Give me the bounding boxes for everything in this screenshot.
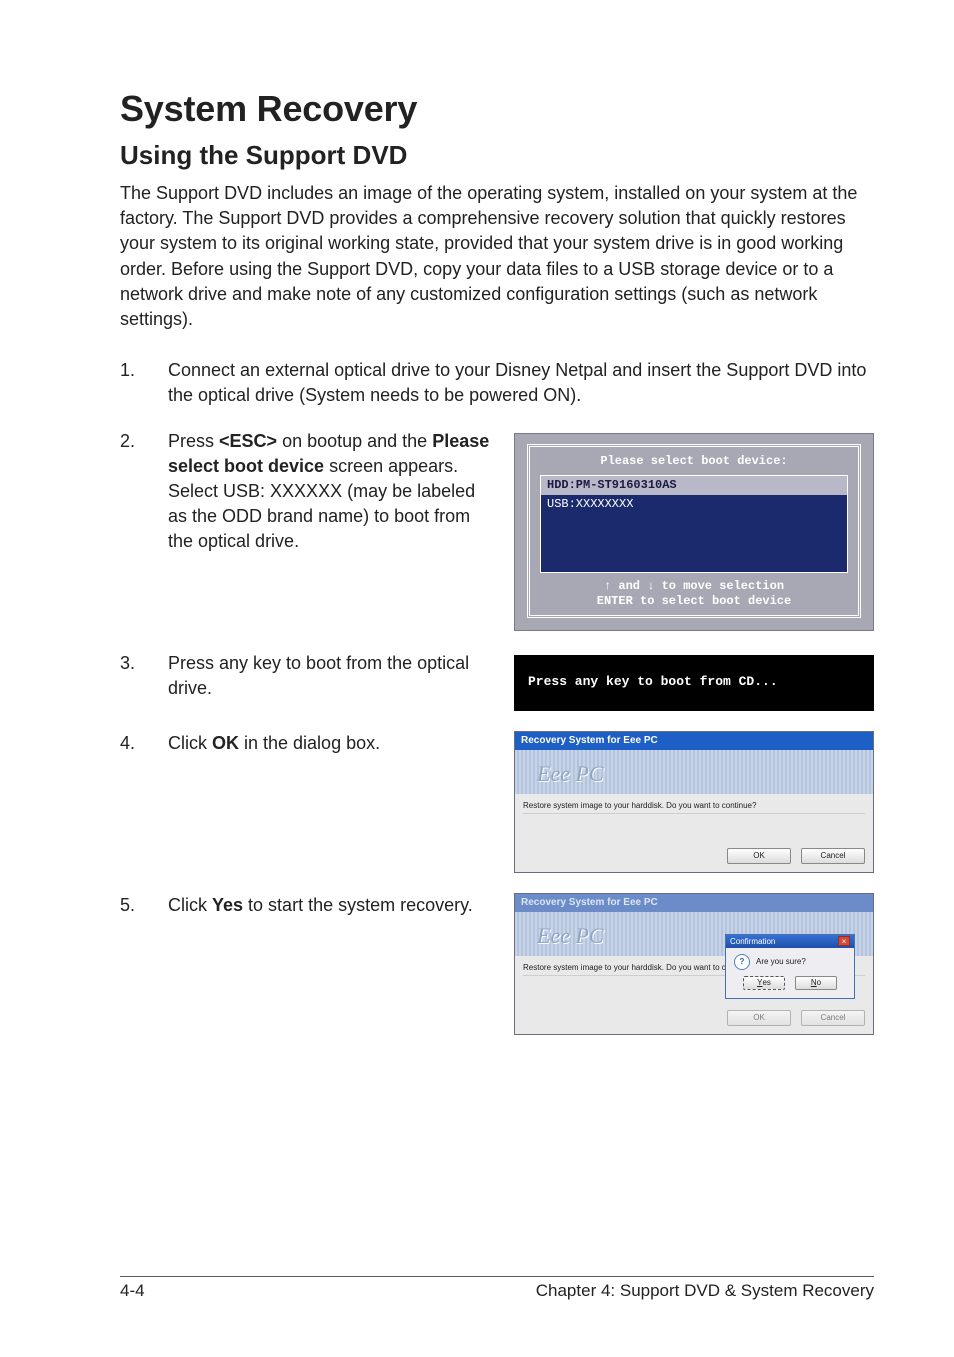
text: Press	[168, 431, 219, 451]
hint-line-1: ↑ and ↓ to move selection	[604, 579, 784, 593]
step-number: 3.	[120, 651, 168, 676]
yes-label: Yes	[212, 895, 243, 915]
step-text: Press <ESC> on bootup and the Please sel…	[168, 429, 494, 555]
bios-item-hdd[interactable]: HDD:PM-ST9160310AS	[541, 476, 847, 495]
recovery-banner: Eee PC	[515, 750, 873, 794]
step-3: 3. Press any key to boot from the optica…	[120, 651, 874, 711]
recovery-question: Restore system image to your harddisk. D…	[523, 800, 865, 814]
step-5: 5. Click Yes to start the system recover…	[120, 893, 874, 1035]
text: Click	[168, 733, 212, 753]
bios-hint: ↑ and ↓ to move selection ENTER to selec…	[530, 573, 858, 615]
bios-boot-selector: Please select boot device: HDD:PM-ST9160…	[514, 433, 874, 631]
step-text: Click Yes to start the system recovery.	[168, 893, 494, 918]
page-footer: 4-4 Chapter 4: Support DVD & System Reco…	[0, 1276, 954, 1301]
esc-key: <ESC>	[219, 431, 277, 451]
confirmation-dialog: Confirmation × ? Are you sure? Yes No	[725, 934, 855, 999]
cancel-button[interactable]: Cancel	[801, 848, 865, 864]
text: in the dialog box.	[239, 733, 380, 753]
close-icon[interactable]: ×	[838, 936, 850, 946]
ok-button[interactable]: OK	[727, 1010, 791, 1026]
intro-paragraph: The Support DVD includes an image of the…	[120, 181, 874, 332]
step-number: 5.	[120, 893, 168, 918]
step-text: Press any key to boot from the optical d…	[168, 651, 494, 701]
ok-label: OK	[212, 733, 239, 753]
recovery-dialog: Recovery System for Eee PC Eee PC Restor…	[514, 731, 874, 873]
recovery-dialog-title: Recovery System for Eee PC	[515, 732, 873, 750]
recovery-dialog-with-confirm: Recovery System for Eee PC Eee PC Restor…	[514, 893, 874, 1035]
step-2: 2. Press <ESC> on bootup and the Please …	[120, 429, 874, 631]
hint-line-2: ENTER to select boot device	[597, 594, 791, 608]
step-number: 4.	[120, 731, 168, 756]
step-text: Connect an external optical drive to you…	[168, 358, 874, 408]
step-number: 2.	[120, 429, 168, 454]
bios-item-usb[interactable]: USB:XXXXXXXX	[541, 495, 847, 514]
confirmation-title: Confirmation	[730, 936, 775, 947]
step-1: 1. Connect an external optical drive to …	[120, 358, 874, 408]
bios-title: Please select boot device:	[530, 447, 858, 472]
ok-button[interactable]: OK	[727, 848, 791, 864]
eee-pc-logo: Eee PC	[537, 921, 604, 952]
bios-device-list: HDD:PM-ST9160310AS USB:XXXXXXXX	[540, 475, 848, 572]
chapter-label: Chapter 4: Support DVD & System Recovery	[536, 1281, 874, 1301]
cancel-button[interactable]: Cancel	[801, 1010, 865, 1026]
step-4: 4. Click OK in the dialog box. Recovery …	[120, 731, 874, 873]
yes-button[interactable]: Yes	[743, 976, 785, 990]
eee-pc-logo: Eee PC	[537, 759, 604, 790]
no-button[interactable]: No	[795, 976, 837, 990]
confirmation-text: Are you sure?	[756, 956, 806, 967]
section-heading: Using the Support DVD	[120, 140, 874, 171]
steps-list: 1. Connect an external optical drive to …	[120, 358, 874, 1035]
page-title: System Recovery	[120, 88, 874, 130]
recovery-dialog-title: Recovery System for Eee PC	[515, 894, 873, 912]
footer-rule	[120, 1276, 874, 1277]
text: on bootup and the	[277, 431, 432, 451]
text: Click	[168, 895, 212, 915]
question-icon: ?	[734, 954, 750, 970]
step-text: Click OK in the dialog box.	[168, 731, 494, 756]
page-number: 4-4	[120, 1281, 145, 1301]
text: to start the system recovery.	[243, 895, 473, 915]
boot-from-cd-prompt: Press any key to boot from CD...	[514, 655, 874, 711]
step-number: 1.	[120, 358, 168, 383]
